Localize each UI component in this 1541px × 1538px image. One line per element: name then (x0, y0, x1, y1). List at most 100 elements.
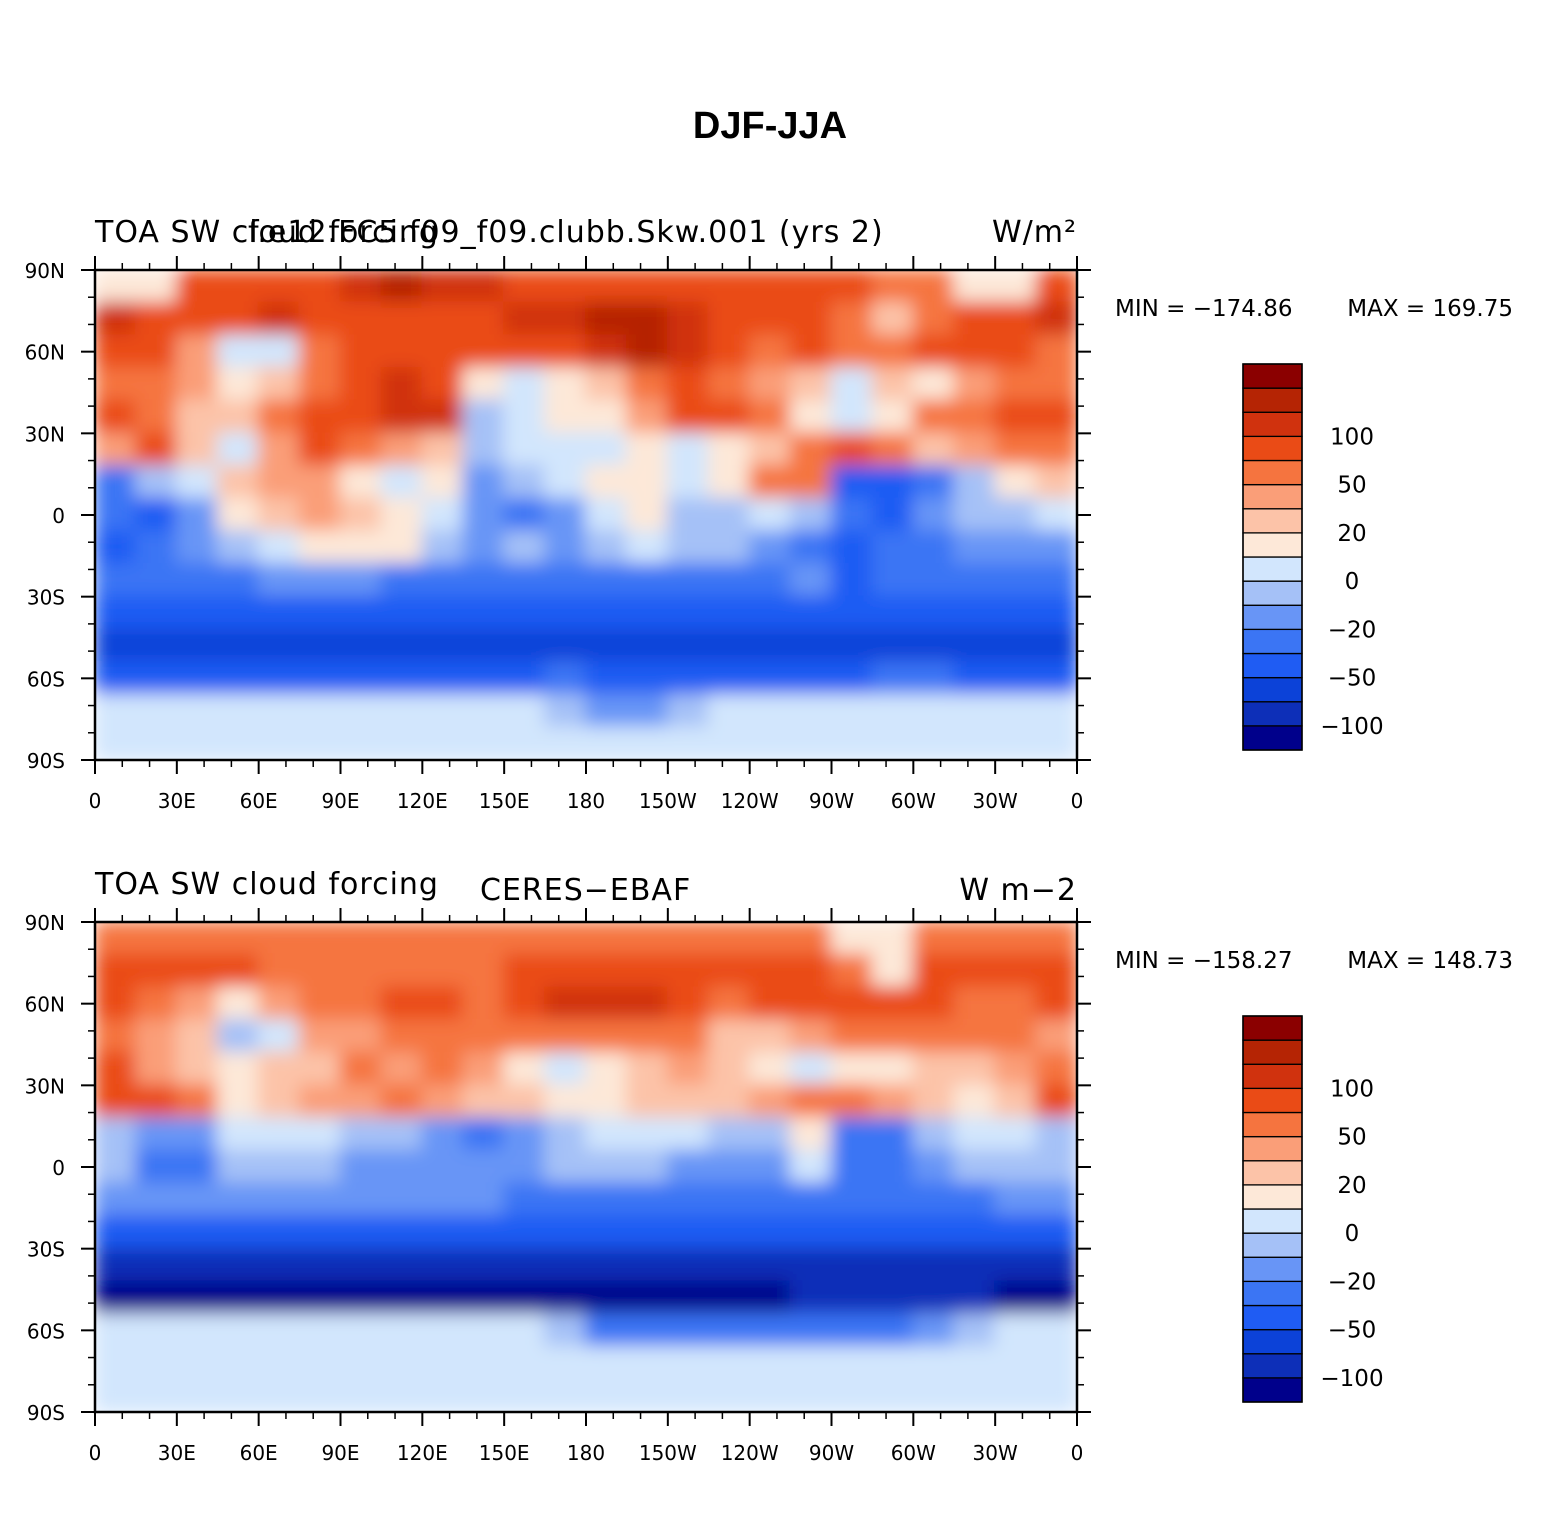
field-cell (748, 270, 792, 304)
colorbar-box (1242, 411, 1303, 438)
field-cell (95, 1378, 137, 1412)
y-tick-label: 30S (27, 586, 65, 610)
field-cell (666, 1182, 710, 1217)
y-tick-label: 90S (27, 1401, 65, 1425)
field-cell (339, 465, 383, 500)
field-cell (585, 726, 628, 760)
field-cell (1035, 1182, 1077, 1217)
field-cell (544, 595, 587, 631)
panel-left-title: TOA SW cloud forcing (94, 215, 439, 250)
field-cell (625, 661, 669, 696)
field-cell (503, 1247, 547, 1283)
field-cell (748, 1247, 792, 1283)
field-cell (216, 465, 260, 500)
field-cell (380, 497, 424, 533)
field-cell (871, 1149, 915, 1185)
field-cell (462, 367, 506, 402)
field-cell (298, 1345, 342, 1381)
field-cell (625, 1345, 669, 1381)
field-cell (585, 693, 628, 729)
field-cell (462, 986, 506, 1021)
field-cell (95, 661, 137, 696)
colorbar-box (1242, 580, 1303, 606)
y-tick-label: 90S (27, 749, 65, 773)
field-cell (666, 465, 710, 500)
field-cell (666, 922, 710, 956)
colorbar-box (1242, 676, 1303, 703)
field-cell (380, 334, 424, 369)
colorbar-box (1242, 1015, 1303, 1041)
field-cell (830, 628, 874, 663)
field-cell (503, 1084, 547, 1119)
field-cell (666, 986, 710, 1021)
y-tick-label: 60S (27, 1319, 65, 1343)
field-cell (625, 1313, 669, 1348)
field-cell (666, 1247, 710, 1283)
field-cell (503, 563, 547, 598)
field-cell (544, 1345, 587, 1381)
field-cell (625, 726, 669, 760)
field-cell (994, 1019, 1038, 1054)
field-cell (503, 1149, 547, 1185)
field-cell (912, 1313, 956, 1348)
field-cell (830, 399, 874, 435)
field-cell (748, 301, 792, 337)
field-cell (830, 334, 874, 369)
field-cell (95, 953, 137, 989)
field-cell (871, 399, 915, 435)
field-cell (298, 530, 342, 565)
field-cell (789, 399, 833, 435)
field-cell (339, 1215, 383, 1250)
field-cell (175, 1019, 219, 1054)
field-cell (748, 1345, 792, 1381)
field-cell (830, 530, 874, 565)
field-cell (871, 922, 915, 956)
field-cell (830, 1313, 874, 1348)
field-cell (216, 1182, 260, 1217)
field-cell (339, 1182, 383, 1217)
field-cell (789, 1313, 833, 1348)
field-cell (380, 1280, 424, 1315)
field-cell (257, 530, 301, 565)
field-cell (95, 563, 137, 598)
colorbar-frame (1242, 1015, 1303, 1403)
field-cell (544, 1117, 587, 1152)
field-cell (1035, 1051, 1077, 1087)
panel-units: W m−2 (959, 873, 1077, 908)
field-cell (912, 1117, 956, 1152)
field-cell (421, 1247, 465, 1283)
field-cell (95, 1182, 137, 1217)
field-cell (503, 953, 547, 989)
field-cell (175, 693, 219, 729)
field-cell (298, 1182, 342, 1217)
field-cell (707, 497, 751, 533)
field-cell (175, 1117, 219, 1152)
field-cell (830, 1215, 874, 1250)
field-cell (339, 693, 383, 729)
field-cell (134, 1247, 178, 1283)
field-cell (462, 563, 506, 598)
field-cell (1035, 497, 1077, 533)
field-cell (871, 1280, 915, 1315)
field-cell (257, 1051, 301, 1087)
field-cell (462, 628, 506, 663)
field-cell (912, 497, 956, 533)
field-cell (134, 1051, 178, 1087)
field-cell (912, 530, 956, 565)
field-cell (257, 1117, 301, 1152)
field-cell (421, 986, 465, 1021)
field-cell (625, 367, 669, 402)
field-cell (1035, 1149, 1077, 1185)
field-cell (175, 399, 219, 435)
field-cell (871, 270, 915, 304)
field-cell (216, 432, 260, 467)
field-cell (503, 530, 547, 565)
field-cell (339, 628, 383, 663)
field-cell (339, 301, 383, 337)
field-cell (994, 1084, 1038, 1119)
y-tick-label: 60N (25, 993, 65, 1017)
field-cell (789, 432, 833, 467)
field-cell (830, 497, 874, 533)
field-cell (257, 399, 301, 435)
